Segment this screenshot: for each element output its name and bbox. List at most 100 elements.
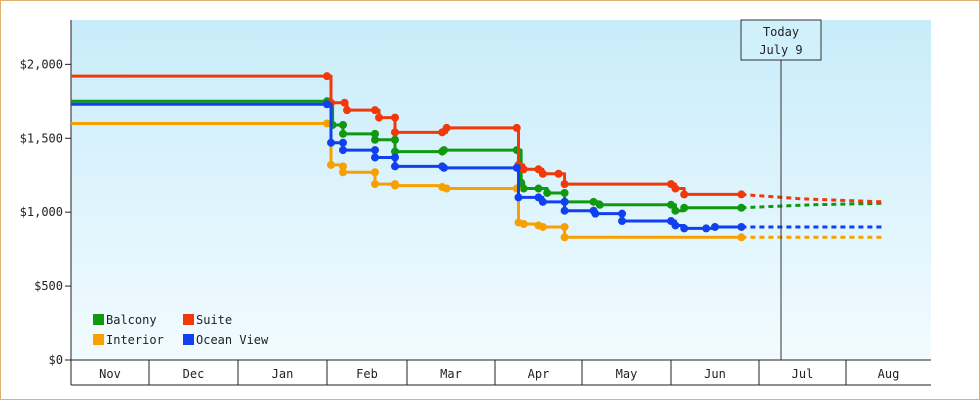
data-point xyxy=(339,168,347,177)
today-label: July 9 xyxy=(759,43,802,57)
data-point xyxy=(560,233,569,242)
data-point xyxy=(702,224,711,233)
legend-swatch xyxy=(183,334,194,345)
data-point xyxy=(339,146,347,155)
data-point xyxy=(543,188,552,197)
x-tick-label: Feb xyxy=(356,367,378,381)
data-point xyxy=(595,200,604,209)
data-point xyxy=(680,203,689,212)
data-point xyxy=(519,220,528,228)
data-point xyxy=(671,206,680,215)
data-point xyxy=(371,180,379,189)
data-point xyxy=(519,184,528,193)
data-point xyxy=(538,197,547,206)
data-point xyxy=(667,200,675,209)
data-point xyxy=(618,209,627,218)
data-point xyxy=(512,123,521,132)
x-tick-label: Apr xyxy=(528,367,550,381)
x-tick-label: Jul xyxy=(792,367,814,381)
x-tick-label: Mar xyxy=(440,367,462,381)
data-point xyxy=(737,233,746,242)
legend-swatch xyxy=(183,314,194,325)
data-point xyxy=(323,72,331,81)
data-point xyxy=(737,190,746,199)
legend-item: Balcony xyxy=(93,313,157,327)
data-point xyxy=(391,128,399,137)
data-point xyxy=(680,224,689,233)
data-point xyxy=(371,168,379,177)
data-point xyxy=(323,100,331,109)
y-tick-label: $1,500 xyxy=(20,131,63,145)
x-tick-label: Dec xyxy=(183,367,205,381)
data-point xyxy=(538,169,547,178)
data-point xyxy=(589,197,598,206)
data-point xyxy=(339,138,347,147)
data-point xyxy=(514,193,523,202)
today-box xyxy=(740,19,822,61)
data-point xyxy=(618,217,627,226)
data-point xyxy=(560,188,569,197)
data-point xyxy=(371,146,379,155)
data-point xyxy=(391,135,399,144)
data-point xyxy=(343,106,351,115)
legend-item: Suite xyxy=(183,313,232,327)
data-point xyxy=(339,162,347,171)
data-point xyxy=(560,222,569,231)
series-suite xyxy=(71,72,882,204)
legend-label: Ocean View xyxy=(196,333,269,347)
data-point xyxy=(560,206,569,215)
series-balcony xyxy=(71,97,882,215)
data-point xyxy=(711,222,719,231)
data-point xyxy=(671,184,680,193)
data-point xyxy=(391,162,399,171)
legend-item: Ocean View xyxy=(183,333,269,347)
data-point xyxy=(680,190,689,199)
data-point xyxy=(519,165,528,174)
data-point xyxy=(439,146,448,155)
data-point xyxy=(327,138,335,147)
data-point xyxy=(371,135,379,144)
data-point xyxy=(737,203,746,212)
data-point xyxy=(554,169,563,178)
data-point xyxy=(560,197,569,206)
x-tick-label: Jan xyxy=(272,367,294,381)
data-point xyxy=(371,106,379,115)
data-point xyxy=(671,221,680,230)
y-tick-label: $0 xyxy=(49,353,63,367)
y-tick-label: $500 xyxy=(34,279,63,293)
data-point xyxy=(512,163,521,172)
data-point xyxy=(327,160,335,169)
data-point xyxy=(737,222,746,231)
x-tick-label: May xyxy=(616,367,638,381)
legend-label: Interior xyxy=(106,333,164,347)
data-point xyxy=(391,153,399,162)
x-tick-label: Aug xyxy=(878,367,900,381)
data-point xyxy=(439,163,448,172)
data-point xyxy=(442,123,451,132)
series-ocean-view xyxy=(71,100,882,233)
legend-label: Balcony xyxy=(106,313,157,327)
x-tick-label: Nov xyxy=(99,367,121,381)
data-point xyxy=(340,98,349,107)
data-point xyxy=(371,153,379,162)
data-point xyxy=(442,184,451,193)
data-point xyxy=(391,181,399,190)
x-tick-label: Jun xyxy=(704,367,726,381)
legend-swatch xyxy=(93,314,104,325)
data-point xyxy=(375,113,383,122)
data-point xyxy=(323,119,331,128)
data-point xyxy=(339,129,347,138)
legend-label: Suite xyxy=(196,313,232,327)
data-point xyxy=(560,180,569,189)
data-point xyxy=(371,129,379,138)
y-tick-label: $1,000 xyxy=(20,205,63,219)
y-tick-label: $2,000 xyxy=(20,57,63,71)
data-point xyxy=(534,184,543,193)
legend-swatch xyxy=(93,334,104,345)
data-point xyxy=(391,147,399,156)
data-point xyxy=(538,222,547,231)
data-point xyxy=(339,120,347,129)
today-label: Today xyxy=(763,25,799,39)
series-projection xyxy=(741,192,882,204)
